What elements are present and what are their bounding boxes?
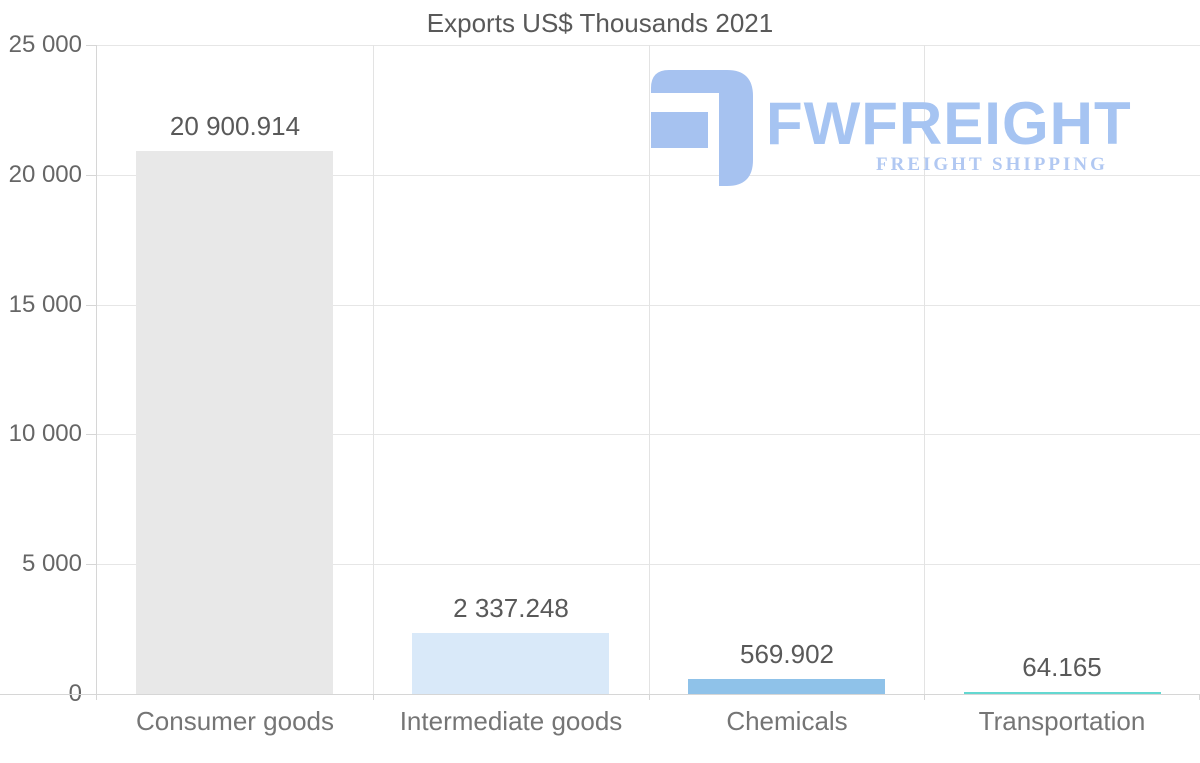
- x-axis-category-label: Intermediate goods: [399, 706, 623, 736]
- gridline-horizontal: [97, 434, 1200, 435]
- y-axis-tick: [86, 305, 96, 306]
- y-axis-tick-label: 5 000: [21, 550, 82, 577]
- y-axis-tick-label: 20 000: [8, 161, 82, 188]
- y-axis-line: [96, 45, 97, 700]
- x-axis-category-label: Chemicals: [726, 706, 848, 736]
- gridline-vertical: [373, 45, 374, 694]
- y-axis-tick: [86, 45, 96, 46]
- y-axis-tick-label: 25 000: [8, 31, 82, 58]
- bar-consumer-goods[interactable]: [136, 151, 333, 694]
- y-axis-tick-label: 15 000: [8, 291, 82, 318]
- brand-watermark: FWFREIGHT FREIGHT SHIPPING: [648, 66, 1158, 190]
- gridline-vertical: [924, 45, 925, 694]
- y-axis-tick: [86, 564, 96, 565]
- y-axis-tick: [86, 175, 96, 176]
- y-axis-tick-label: 10 000: [8, 420, 82, 447]
- gridline-horizontal: [97, 305, 1200, 306]
- bar-transportation[interactable]: [964, 692, 1161, 694]
- gridline-horizontal: [97, 564, 1200, 565]
- x-axis-line: [0, 694, 1200, 695]
- bar-value-label: 569.902: [740, 639, 834, 669]
- fwfreight-logo-icon: [651, 70, 753, 186]
- bar-value-label: 2 337.248: [453, 593, 569, 623]
- chart-title: Exports US$ Thousands 2021: [426, 8, 774, 38]
- x-axis-category-label: Transportation: [978, 706, 1146, 736]
- gridline-horizontal: [97, 45, 1200, 46]
- bar-value-label: 20 900.914: [169, 111, 301, 141]
- brand-name-text: FWFREIGHT: [766, 90, 1132, 157]
- x-axis-tick: [924, 694, 925, 700]
- bar-intermediate-goods[interactable]: [412, 633, 609, 694]
- bar-chemicals[interactable]: [688, 679, 885, 694]
- gridline-vertical: [649, 45, 650, 694]
- x-axis-tick: [373, 694, 374, 700]
- y-axis-tick-label: 0: [68, 680, 82, 707]
- x-axis-category-label: Consumer goods: [136, 706, 334, 736]
- y-axis-tick: [86, 434, 96, 435]
- gridline-horizontal: [97, 175, 1200, 176]
- bar-value-label: 64.165: [1022, 652, 1102, 682]
- brand-tagline-text: FREIGHT SHIPPING: [876, 154, 1108, 175]
- x-axis-tick: [649, 694, 650, 700]
